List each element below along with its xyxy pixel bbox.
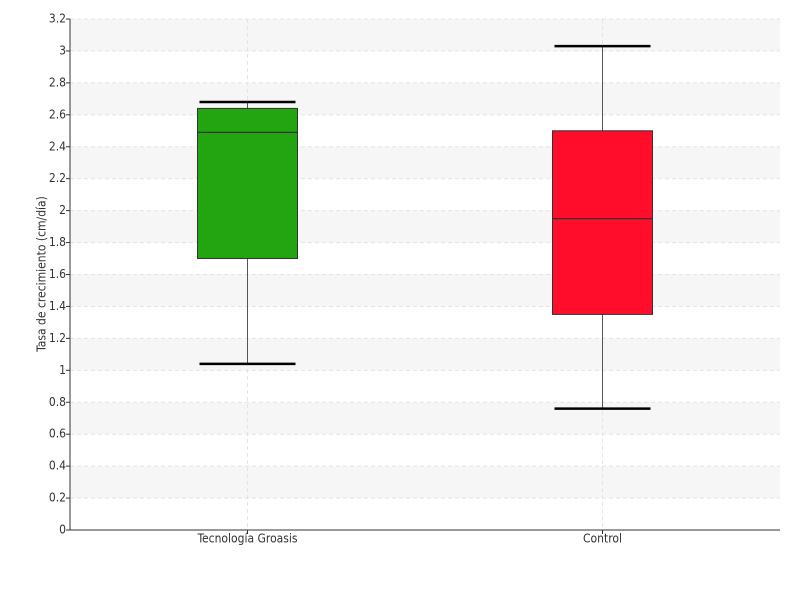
y-tick-label: 1.4 — [49, 299, 66, 313]
box — [197, 107, 298, 260]
band — [70, 82, 780, 115]
y-tick-label: 1.8 — [49, 235, 66, 249]
band — [70, 19, 780, 51]
y-tick-label: 0.8 — [49, 395, 66, 409]
y-tick-label: 0.2 — [49, 491, 66, 505]
y-tick-label: 2.2 — [49, 171, 66, 185]
y-tick-label: 2.4 — [49, 139, 66, 153]
band — [70, 146, 780, 179]
y-tick-label: 2.6 — [49, 107, 66, 121]
y-tick-label: 3 — [59, 43, 66, 57]
y-tick-label: 0 — [59, 523, 66, 537]
band — [70, 402, 780, 435]
y-tick-label: 1 — [59, 363, 66, 377]
band — [70, 274, 780, 307]
x-tick-label: Control — [583, 532, 622, 546]
bands — [70, 19, 780, 499]
y-tick-label: 0.4 — [49, 459, 66, 473]
y-axis-label: Tasa de crecimiento (cm/día) — [35, 196, 49, 353]
band — [70, 466, 780, 499]
y-tick-label: 1.2 — [49, 331, 66, 345]
y-tick-label: 3.2 — [49, 12, 66, 26]
y-tick-label: 0.6 — [49, 427, 66, 441]
x-tick-label: Tecnología Groasis — [196, 532, 297, 546]
band — [70, 210, 780, 243]
y-tick-label: 2.8 — [49, 75, 66, 89]
y-tick-label: 1.6 — [49, 267, 66, 281]
band — [70, 338, 780, 371]
box — [552, 130, 653, 315]
y-tick-label: 2 — [59, 203, 66, 217]
